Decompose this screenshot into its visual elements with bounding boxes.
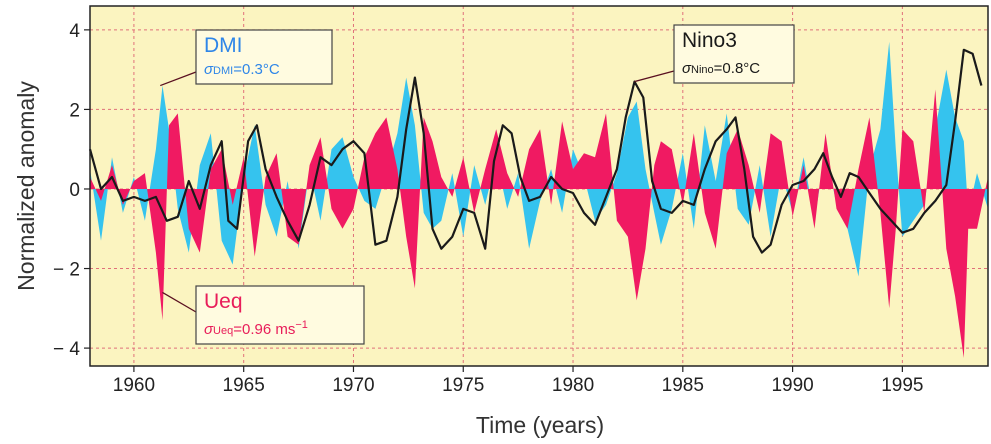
annotation-name: Ueq: [204, 290, 243, 313]
x-tick-label: 1980: [552, 375, 594, 396]
y-tick-label: 0: [69, 180, 80, 201]
annotation-box: [195, 285, 365, 345]
y-tick-label: 2: [69, 100, 80, 121]
annotation-name: DMI: [204, 34, 243, 57]
annotation-box: [195, 29, 333, 85]
y-tick-label: − 2: [53, 260, 80, 281]
x-tick-label: 1985: [662, 375, 704, 396]
annotation-nino3: Nino3 σNino=0.8°C: [634, 24, 795, 84]
x-axis-title: Time (years): [476, 412, 604, 438]
x-tick-label: 1970: [332, 375, 374, 396]
x-tick-label: 1960: [113, 375, 155, 396]
x-tick-label: 1975: [442, 375, 484, 396]
y-tick-label: 4: [69, 21, 80, 42]
annotation-sigma: σUeq=0.96 ms−1: [204, 319, 308, 338]
annotation-name: Nino3: [682, 29, 737, 52]
annotation-dmi: DMI σDMI=0.3°C: [160, 29, 333, 87]
x-tick-label: 1995: [881, 375, 923, 396]
y-tick-label: − 4: [53, 339, 80, 360]
annotation-pointer: [634, 70, 675, 83]
annotation-sigma: σNino=0.8°C: [682, 60, 760, 77]
series-area-ueq: [90, 89, 988, 358]
series-line-nino3: [88, 48, 983, 254]
plot-frame: [89, 5, 989, 367]
annotation-ueq: Ueq σUeq=0.96 ms−1: [162, 285, 365, 345]
annotation-sigma: σDMI=0.3°C: [204, 61, 280, 78]
axis-ticks: 1960 1965 1970 1975 1980 1985 1990 1995 4 2 0 − 2 − …: [53, 21, 923, 396]
y-axis-title: Normalized anomaly: [13, 81, 39, 291]
annotation-pointer: [162, 291, 197, 313]
annotations: DMI σDMI=0.3°C Nino3 σNino=0.8°C Ueq σUeq=0.9…: [160, 24, 795, 345]
x-tick-label: 1965: [223, 375, 265, 396]
series-layer: [88, 41, 988, 358]
annotation-pointer: [160, 71, 197, 87]
annotation-box: [673, 24, 795, 84]
x-tick-label: 1990: [771, 375, 813, 396]
